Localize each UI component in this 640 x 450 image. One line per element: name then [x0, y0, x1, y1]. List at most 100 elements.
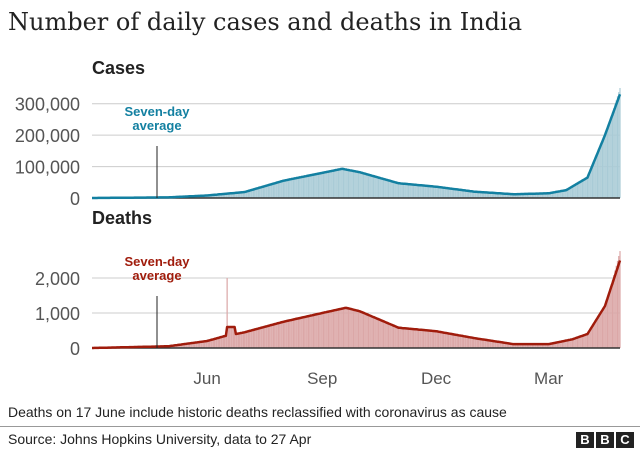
daily-bar: [307, 175, 310, 198]
daily-bar: [256, 188, 258, 198]
daily-bar: [362, 173, 365, 198]
daily-bar: [484, 192, 486, 198]
daily-bar: [511, 343, 513, 348]
daily-bar: [221, 336, 223, 348]
daily-bar: [573, 185, 575, 198]
daily-bar: [584, 179, 586, 198]
daily-bar: [369, 175, 371, 198]
daily-bar: [375, 176, 377, 198]
daily-bar: [252, 329, 255, 348]
daily-bar: [616, 96, 619, 198]
daily-bar: [480, 339, 482, 348]
daily-bar: [584, 334, 586, 348]
daily-bar: [361, 312, 363, 348]
daily-bar: [311, 315, 313, 348]
daily-bar: [601, 141, 604, 198]
daily-bar: [386, 180, 388, 198]
daily-bar: [444, 187, 446, 198]
daily-bar: [500, 342, 502, 348]
daily-bar: [590, 328, 592, 348]
daily-bar: [508, 343, 510, 348]
daily-bar: [212, 194, 214, 198]
daily-bar: [576, 183, 579, 198]
daily-bar: [476, 191, 478, 198]
daily-bar: [401, 328, 403, 348]
daily-bar: [431, 330, 433, 348]
daily-bar: [611, 279, 614, 348]
daily-bar: [538, 193, 540, 198]
daily-bar: [366, 174, 368, 198]
daily-bar: [320, 173, 322, 198]
daily-bar: [395, 182, 397, 198]
daily-bar: [454, 334, 456, 348]
daily-bar: [307, 316, 310, 348]
daily-bar: [599, 314, 601, 348]
daily-bar: [274, 324, 276, 348]
daily-bar: [457, 335, 460, 348]
daily-bar: [409, 328, 411, 348]
daily-bar: [336, 309, 338, 348]
daily-bar: [521, 344, 524, 348]
daily-bar: [201, 341, 203, 348]
daily-bar: [244, 332, 246, 348]
daily-bar: [295, 318, 297, 348]
daily-bar: [549, 193, 551, 198]
daily-bar: [480, 192, 482, 198]
daily-bar: [254, 189, 256, 198]
daily-bar: [324, 172, 326, 198]
daily-bar: [578, 182, 580, 198]
daily-bar: [616, 260, 619, 348]
daily-bar: [272, 183, 275, 198]
daily-bar: [396, 327, 398, 348]
daily-bar: [356, 310, 358, 348]
daily-bar: [345, 307, 347, 348]
daily-bar: [503, 193, 505, 198]
daily-bar: [488, 340, 490, 348]
daily-bar: [574, 338, 576, 348]
daily-bar: [185, 343, 187, 348]
daily-bar: [531, 344, 534, 348]
y-tick-label: 1,000: [35, 304, 80, 324]
seven-day-average-line: [92, 260, 622, 350]
daily-bar: [262, 186, 265, 198]
daily-bar: [347, 308, 350, 348]
daily-bar: [466, 336, 468, 348]
daily-bar: [523, 193, 525, 198]
daily-bar: [291, 178, 293, 198]
daily-bar: [222, 336, 224, 348]
daily-bar: [297, 318, 300, 348]
daily-bar: [454, 189, 456, 198]
daily-bar: [421, 185, 423, 198]
daily-bar: [387, 180, 390, 198]
daily-bar: [434, 186, 436, 198]
daily-bar: [325, 172, 327, 198]
daily-bar: [332, 170, 335, 198]
daily-bar: [197, 342, 199, 348]
daily-bar: [406, 328, 408, 348]
daily-bar: [284, 321, 286, 348]
daily-bar: [367, 314, 370, 348]
daily-bar: [618, 256, 620, 348]
daily-bar: [286, 179, 288, 198]
daily-bar: [209, 195, 211, 198]
daily-bar: [558, 342, 560, 348]
daily-bar: [276, 182, 278, 198]
daily-bar: [585, 178, 587, 198]
daily-bar: [352, 170, 355, 198]
daily-bar: [400, 327, 402, 348]
daily-bar: [509, 343, 511, 348]
daily-bar: [476, 338, 478, 348]
daily-bar: [499, 342, 501, 348]
daily-bar: [610, 116, 612, 198]
daily-bar: [445, 333, 447, 348]
daily-bar: [556, 342, 559, 348]
daily-bar: [551, 192, 554, 198]
daily-bar: [415, 329, 417, 348]
daily-bar: [359, 172, 361, 198]
daily-bar: [209, 340, 211, 348]
daily-bar: [386, 322, 388, 348]
daily-bar: [247, 331, 249, 348]
daily-bar: [526, 193, 529, 198]
daily-bar: [296, 177, 298, 198]
panel-title: Cases: [92, 58, 145, 78]
